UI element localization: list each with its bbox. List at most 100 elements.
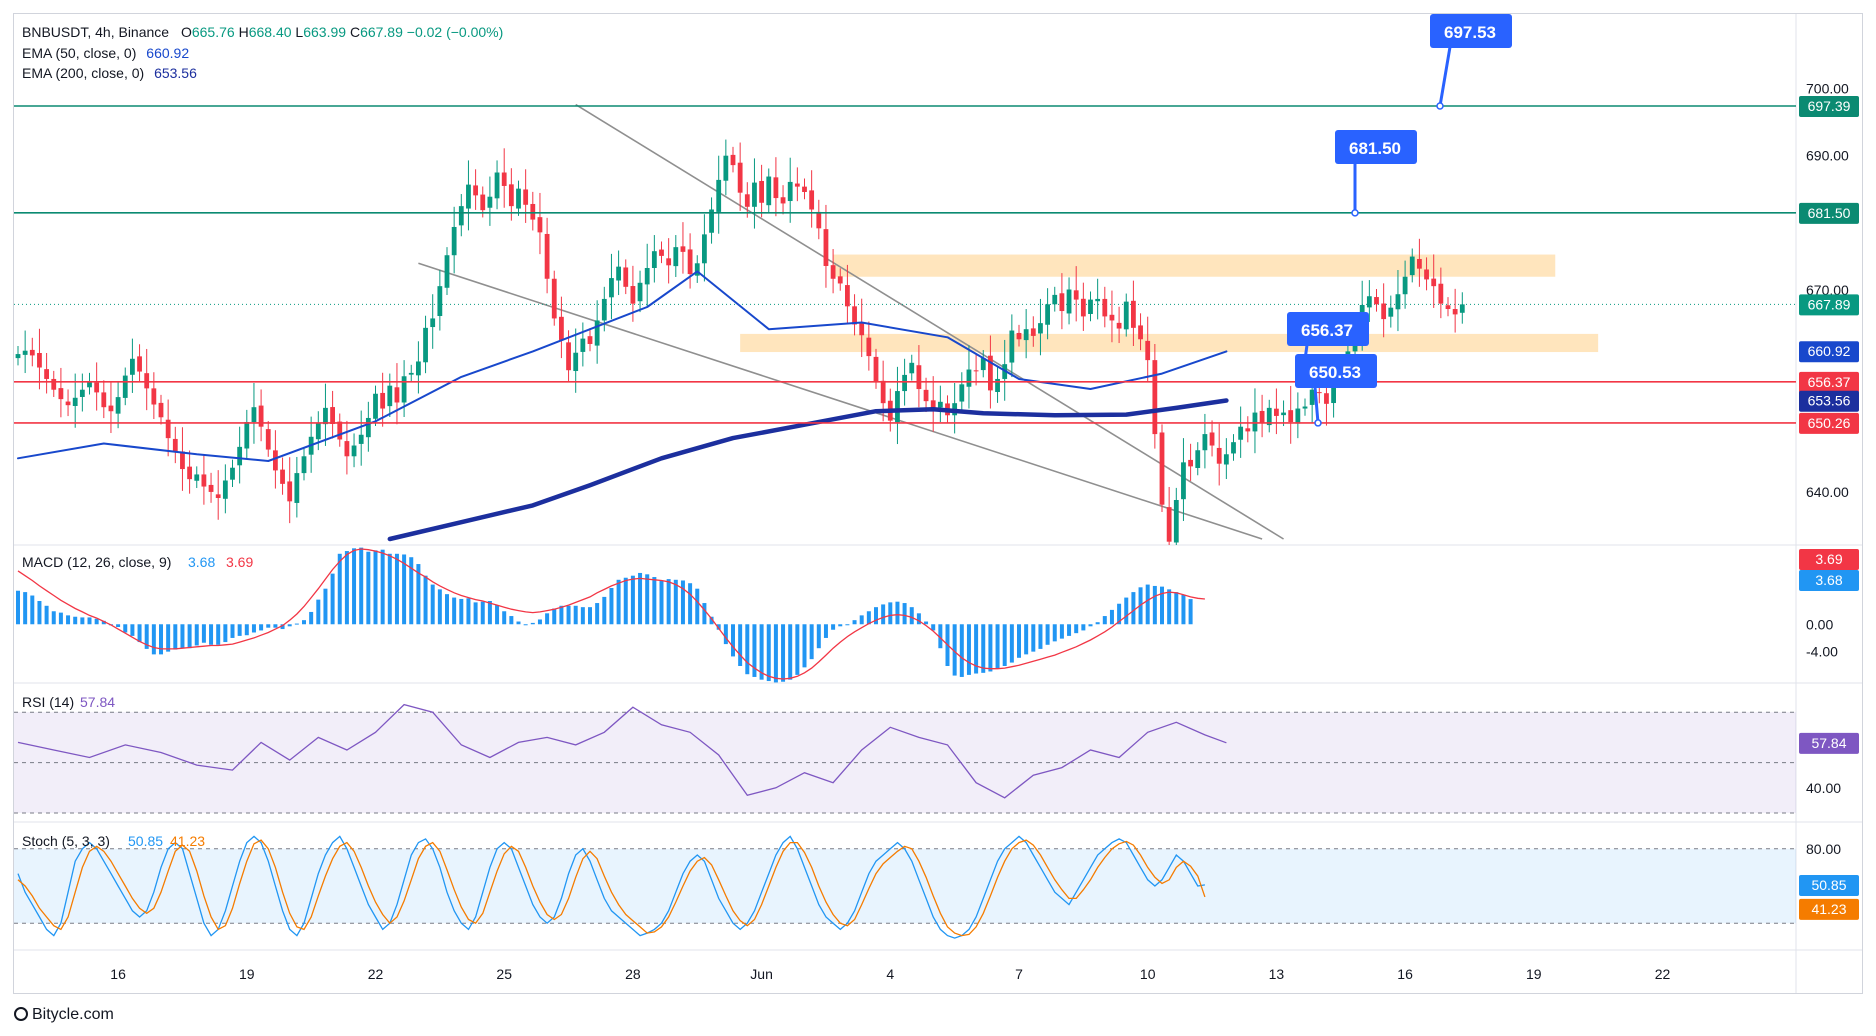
rsi-line xyxy=(17,703,1227,799)
candle-body xyxy=(766,176,772,206)
macd-histogram-bar xyxy=(1102,616,1107,625)
candle-body xyxy=(723,155,729,181)
macd-histogram-bar xyxy=(645,574,650,625)
candle-body xyxy=(923,389,929,402)
macd-histogram-bar xyxy=(216,624,221,645)
macd-histogram-bar xyxy=(373,550,378,625)
candle-body xyxy=(1266,407,1272,426)
candle-body xyxy=(1231,442,1236,454)
candle-body xyxy=(1123,301,1129,330)
macd-histogram-bar xyxy=(309,611,314,625)
candle-body xyxy=(1295,408,1301,424)
candle-body xyxy=(1252,412,1258,432)
x-axis-tick: 7 xyxy=(1015,966,1023,982)
stoch-d-value: 41.23 xyxy=(170,833,205,849)
candle-body xyxy=(551,278,557,319)
candle-body xyxy=(458,206,464,226)
candle-body xyxy=(959,384,965,402)
symbol-line[interactable]: BNBUSDT, 4h, Binance xyxy=(22,24,170,40)
candle-body xyxy=(852,306,857,325)
last-axis-label-bg xyxy=(1799,294,1859,316)
level-axis-label: 656.37 xyxy=(1808,374,1851,390)
candle-body xyxy=(108,405,114,412)
candle-body xyxy=(873,356,879,382)
candle-body xyxy=(215,494,221,498)
rsi-title: RSI (14) xyxy=(22,694,74,710)
candle-body xyxy=(644,267,650,285)
candle-body xyxy=(1424,269,1429,280)
change-value: −0.02 (−0.00%) xyxy=(406,24,504,40)
macd-histogram-bar xyxy=(1117,603,1122,625)
candle-body xyxy=(323,407,328,425)
macd-histogram-bar xyxy=(823,624,828,638)
candle-body xyxy=(1309,389,1315,405)
macd-histogram-bar xyxy=(1188,599,1193,625)
macd-histogram-bar xyxy=(745,624,750,675)
ema200-value: 653.56 xyxy=(154,65,197,81)
macd-histogram-bar xyxy=(781,624,786,682)
level-axis-label: 697.39 xyxy=(1808,98,1851,114)
macd-title: MACD (12, 26, close, 9) xyxy=(22,554,171,570)
macd-histogram-bar xyxy=(101,620,106,625)
stoch-d-axis-label: 41.23 xyxy=(1811,901,1846,917)
price-callout xyxy=(1295,354,1377,388)
macd-histogram-bar xyxy=(959,624,964,677)
candle-body xyxy=(730,154,736,166)
candle-body xyxy=(1331,381,1336,404)
level-axis-label-bg xyxy=(1799,371,1859,393)
macd-histogram-bar xyxy=(344,551,349,625)
macd-histogram-bar xyxy=(23,592,28,625)
candle-body xyxy=(201,474,207,487)
ema200-legend[interactable]: EMA (200, close, 0) 653.56 xyxy=(22,63,197,84)
macd-histogram-bar xyxy=(323,588,328,625)
macd-histogram-bar xyxy=(80,617,85,625)
candle-body xyxy=(358,434,364,444)
macd-histogram-bar xyxy=(423,575,428,625)
macd-histogram-bar xyxy=(151,624,156,655)
candle-body xyxy=(1181,462,1186,500)
candle-body xyxy=(702,234,707,264)
macd-histogram-bar xyxy=(116,624,121,627)
macd-histogram-bar xyxy=(509,616,514,625)
candle-body xyxy=(1209,432,1215,446)
macd-histogram-bar xyxy=(144,624,149,649)
candle-body xyxy=(594,320,600,346)
candle-body xyxy=(51,378,57,390)
macd-histogram-bar xyxy=(831,624,836,630)
open-value: 665.76 xyxy=(191,24,235,40)
candle-body xyxy=(973,370,979,372)
macd-histogram-bar xyxy=(1124,597,1129,625)
stoch-k-axis-label: 50.85 xyxy=(1811,877,1846,893)
macd-histogram-bar xyxy=(452,597,457,625)
macd-histogram-bar xyxy=(1009,624,1014,663)
ema50-legend[interactable]: EMA (50, close, 0) 660.92 xyxy=(22,43,189,64)
macd-value: 3.68 xyxy=(188,554,215,570)
candle-body xyxy=(387,385,393,407)
price-panel xyxy=(14,103,1796,545)
candle-body xyxy=(1138,325,1143,340)
ema50-value: 660.92 xyxy=(146,45,190,61)
candle-body xyxy=(1316,392,1322,394)
macd-histogram-bar xyxy=(588,607,592,625)
macd-histogram-bar xyxy=(1095,622,1100,625)
candle-body xyxy=(444,255,450,288)
candle-body xyxy=(44,369,49,379)
macd-histogram-bar xyxy=(616,579,621,625)
candle-body xyxy=(1059,293,1065,312)
macd-axis-tick: 0.00 xyxy=(1806,616,1833,632)
macd-histogram-bar xyxy=(487,601,492,625)
ohlc-legend: BNBUSDT, 4h, Binance O665.76 H668.40 L66… xyxy=(22,22,503,43)
candle-body xyxy=(330,407,335,425)
candle-body xyxy=(1288,410,1294,422)
ema200-line xyxy=(387,398,1229,542)
candle-body xyxy=(1173,499,1179,543)
macd-histogram-bar xyxy=(16,590,20,625)
macd-histogram-bar xyxy=(652,577,657,625)
macd-histogram-bar xyxy=(738,624,743,666)
macd-histogram-bar xyxy=(502,611,507,625)
macd-histogram-bar xyxy=(952,624,957,676)
macd-histogram-bar xyxy=(566,605,571,625)
candle-body xyxy=(437,286,443,317)
